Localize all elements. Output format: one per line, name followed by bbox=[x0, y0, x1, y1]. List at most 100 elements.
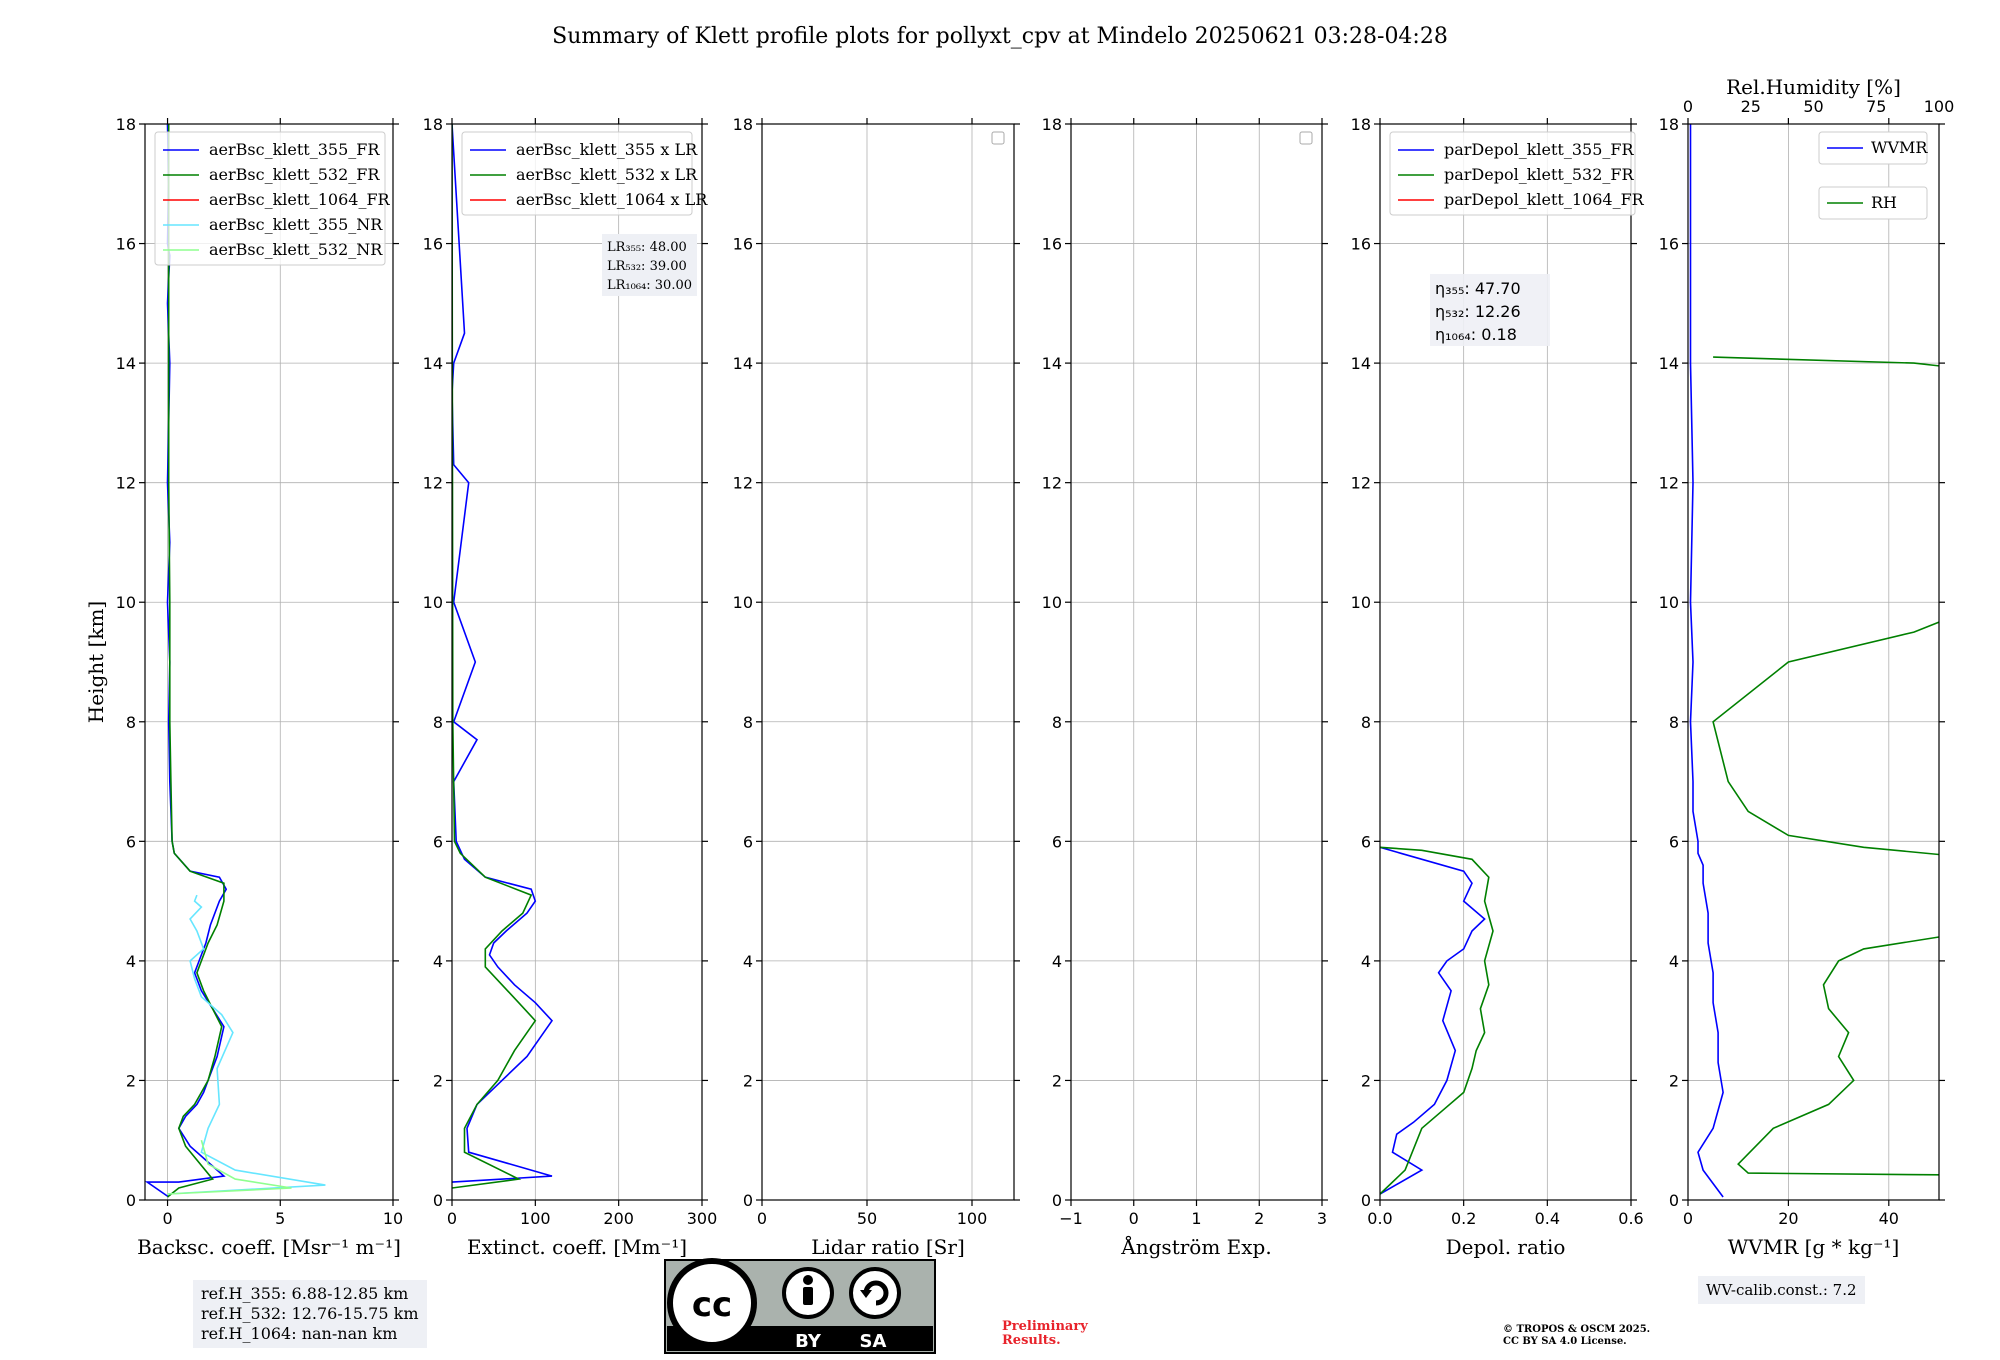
y-tick-label: 14 bbox=[423, 354, 443, 373]
y-tick-label: 18 bbox=[733, 115, 753, 134]
legend-entry: aerBsc_klett_532_NR bbox=[209, 240, 383, 259]
legend-entry: aerBsc_klett_532 x LR bbox=[516, 165, 698, 184]
y-tick-label: 14 bbox=[1659, 354, 1679, 373]
x-tick-label: 5 bbox=[275, 1209, 285, 1228]
y-tick-label: 18 bbox=[1351, 115, 1371, 134]
x-tick-label: 0 bbox=[447, 1209, 457, 1228]
figure-title: Summary of Klett profile plots for polly… bbox=[552, 24, 1448, 49]
x-tick-label: 2 bbox=[1254, 1209, 1264, 1228]
y-tick-label: 6 bbox=[1669, 832, 1679, 851]
y-tick-label: 6 bbox=[126, 832, 136, 851]
wv-calib-const: WV-calib.const.: 7.2 bbox=[1706, 1281, 1857, 1299]
legend-box bbox=[1389, 131, 1636, 216]
legend-entry: aerBsc_klett_1064 x LR bbox=[516, 190, 708, 209]
lidar-ratio-value: LR₅₃₂: 39.00 bbox=[607, 259, 687, 274]
plot-frame bbox=[1379, 123, 1632, 1201]
x-tick-label: 0 bbox=[1129, 1209, 1139, 1228]
y-tick-label: 4 bbox=[743, 952, 753, 971]
y-tick-label: 10 bbox=[423, 593, 443, 612]
y-tick-label: 10 bbox=[116, 593, 136, 612]
y-tick-label: 2 bbox=[1052, 1071, 1062, 1090]
x-tick-label: 3 bbox=[1317, 1209, 1327, 1228]
y-tick-label: 4 bbox=[433, 952, 443, 971]
x-tick-label: 0.2 bbox=[1451, 1209, 1476, 1228]
x-axis-label: Backsc. coeff. [Msr⁻¹ m⁻¹] bbox=[137, 1235, 401, 1259]
y-tick-label: 10 bbox=[1659, 593, 1679, 612]
y-tick-label: 16 bbox=[1351, 235, 1371, 254]
y-tick-label: 18 bbox=[1042, 115, 1062, 134]
y-tick-label: 18 bbox=[1659, 115, 1679, 134]
legend-entry: aerBsc_klett_532_FR bbox=[209, 165, 380, 184]
copyright-note: © TROPOS & OSCM 2025. CC BY SA 4.0 Licen… bbox=[1503, 1324, 1650, 1348]
x-axis-label: Extinct. coeff. [Mm⁻¹] bbox=[467, 1235, 687, 1259]
x2-tick-label: 0 bbox=[1683, 97, 1693, 116]
series-line-aerBsc_klett_532_FR bbox=[167, 124, 225, 1198]
series-line-parDepol_klett_355_FR bbox=[1380, 846, 1486, 1195]
x-axis-label: WVMR [g * kg⁻¹] bbox=[1728, 1235, 1900, 1259]
ref-h-532: ref.H_532: 12.76-15.75 km bbox=[201, 1304, 419, 1323]
y-tick-label: 14 bbox=[733, 354, 753, 373]
cc-license-badge: cc BY SA bbox=[664, 1258, 936, 1354]
chart-panel-3: 0 2 4 6 8 10 12 14 16 18 0 50 100 Lidar ratio [Sr] bbox=[733, 115, 1020, 1259]
legend-box bbox=[1818, 131, 1928, 165]
legend-entry: parDepol_klett_355_FR bbox=[1444, 140, 1635, 159]
y-tick-label: 12 bbox=[733, 474, 753, 493]
by-label: BY bbox=[795, 1331, 822, 1352]
sa-label: SA bbox=[860, 1331, 887, 1352]
y-tick-label: 12 bbox=[1351, 474, 1371, 493]
y-tick-label: 8 bbox=[1361, 713, 1371, 732]
y-tick-label: 18 bbox=[116, 115, 136, 134]
x-tick-label: 0.6 bbox=[1618, 1209, 1643, 1228]
x2-tick-label: 25 bbox=[1741, 97, 1761, 116]
series-line-WVMR bbox=[1689, 124, 1724, 1198]
cc-icon bbox=[667, 1258, 757, 1348]
y-tick-label: 16 bbox=[1042, 235, 1062, 254]
y-tick-label: 6 bbox=[433, 832, 443, 851]
y-tick-label: 18 bbox=[423, 115, 443, 134]
y-tick-label: 8 bbox=[1052, 713, 1062, 732]
y-tick-label: 0 bbox=[433, 1191, 443, 1210]
y-tick-label: 6 bbox=[1052, 832, 1062, 851]
series-line-aerBsc_klett_355_FR bbox=[145, 124, 228, 1198]
series-line-aerBsc_klett_355_NR bbox=[167, 894, 326, 1195]
chart-panel-5: 0 2 4 6 8 10 12 14 16 18 0.0 0.2 0.4 0.6 Depol. ratio p… bbox=[1351, 115, 1645, 1259]
x-tick-label: 40 bbox=[1879, 1209, 1899, 1228]
y-tick-label: 2 bbox=[433, 1071, 443, 1090]
y-tick-label: 8 bbox=[126, 713, 136, 732]
y-tick-label: 14 bbox=[1042, 354, 1062, 373]
eta-value: η₅₃₂: 12.26 bbox=[1435, 302, 1521, 321]
y-axis-label: Height [km] bbox=[84, 601, 108, 723]
preliminary-line-2: Results. bbox=[1002, 1333, 1061, 1348]
x-tick-label: 300 bbox=[687, 1209, 718, 1228]
y-tick-label: 6 bbox=[743, 832, 753, 851]
x2-tick-label: 75 bbox=[1866, 97, 1886, 116]
y-tick-label: 12 bbox=[1042, 474, 1062, 493]
x-tick-label: 50 bbox=[857, 1209, 877, 1228]
legend-entry: aerBsc_klett_355 x LR bbox=[516, 140, 698, 159]
series-line-aerBsc_klett_532_NR bbox=[167, 1139, 292, 1195]
x-tick-label: 0 bbox=[1683, 1209, 1693, 1228]
y-tick-label: 10 bbox=[1351, 593, 1371, 612]
y-tick-label: 12 bbox=[423, 474, 443, 493]
plot-frame bbox=[761, 123, 1015, 1201]
y-tick-label: 0 bbox=[126, 1191, 136, 1210]
copyright-line-1: © TROPOS & OSCM 2025. bbox=[1503, 1324, 1651, 1335]
legend-box bbox=[154, 131, 386, 266]
y-tick-label: 10 bbox=[1042, 593, 1062, 612]
x-tick-label: 0.4 bbox=[1535, 1209, 1560, 1228]
x-tick-label: 0 bbox=[757, 1209, 767, 1228]
ref-h-1064: ref.H_1064: nan-nan km bbox=[201, 1324, 398, 1343]
x-tick-label: 20 bbox=[1778, 1209, 1798, 1228]
y-tick-label: 12 bbox=[116, 474, 136, 493]
x2-tick-label: 100 bbox=[1924, 97, 1955, 116]
y-tick-label: 14 bbox=[116, 354, 136, 373]
cc-text: cc bbox=[692, 1285, 732, 1325]
y-tick-label: 2 bbox=[126, 1071, 136, 1090]
lidar-ratio-box bbox=[602, 234, 697, 296]
legend-box bbox=[1818, 186, 1928, 220]
y-tick-label: 4 bbox=[126, 952, 136, 971]
plot-frame bbox=[451, 123, 703, 1201]
